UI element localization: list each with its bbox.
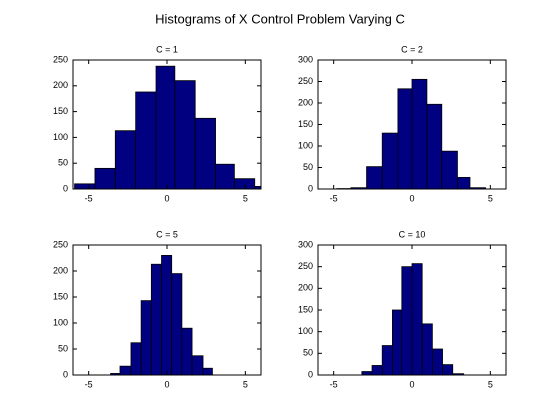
histogram-bar (426, 103, 443, 189)
plot-area (361, 263, 465, 375)
histogram-bar (135, 91, 157, 189)
histogram-bar (74, 183, 96, 189)
subplot-title: C = 2 (401, 44, 423, 54)
x-tick-label: 5 (488, 193, 493, 203)
y-tick-label: 150 (298, 304, 313, 314)
figure-title: Histograms of X Control Problem Varying … (155, 11, 405, 26)
y-tick-label: 100 (53, 317, 68, 327)
y-tick-label: 250 (298, 261, 313, 271)
x-tick-label: -5 (330, 193, 338, 203)
x-tick-label: 5 (488, 379, 493, 389)
x-tick-label: -5 (85, 193, 93, 203)
histogram-bar (155, 65, 176, 189)
y-tick-label: 200 (298, 97, 313, 107)
histogram-bar (469, 187, 487, 189)
histogram-bar (181, 327, 193, 375)
x-tick-label: 0 (409, 379, 414, 389)
y-tick-label: 150 (298, 119, 313, 129)
y-tick-label: 0 (63, 369, 68, 379)
y-tick-label: 250 (53, 239, 68, 249)
x-tick-label: 5 (243, 379, 248, 389)
y-tick-label: 300 (298, 239, 313, 249)
y-tick-label: 200 (53, 80, 68, 90)
subplot-title: C = 1 (156, 44, 178, 54)
histogram-bar (161, 254, 173, 375)
y-tick-label: 300 (298, 54, 313, 64)
y-tick-label: 50 (58, 343, 68, 353)
y-tick-label: 250 (298, 76, 313, 86)
histogram-bar (411, 263, 423, 375)
y-tick-label: 150 (53, 291, 68, 301)
histogram-bar (381, 345, 393, 375)
histogram-bar (401, 266, 413, 375)
histogram-bar (371, 365, 383, 375)
histogram-bar (254, 186, 261, 189)
histogram-bar (457, 176, 471, 189)
histogram-bar (215, 163, 235, 189)
histogram-bar (411, 78, 428, 189)
subplot-title: C = 5 (156, 229, 178, 239)
histogram-bar (421, 323, 433, 375)
y-tick-label: 100 (298, 140, 313, 150)
y-tick-label: 50 (58, 158, 68, 168)
histogram-bar (114, 130, 137, 189)
histogram-bar (171, 273, 183, 375)
histogram-bar (441, 150, 458, 189)
x-tick-label: 0 (164, 379, 169, 389)
subplot-title: C = 10 (399, 229, 426, 239)
histogram-bar (194, 117, 216, 189)
y-tick-label: 0 (63, 183, 68, 193)
histogram-bar (140, 300, 152, 375)
histogram-bar (397, 88, 413, 189)
y-tick-label: 100 (53, 132, 68, 142)
histogram-bar (191, 355, 204, 375)
y-tick-label: 150 (53, 106, 68, 116)
histogram-bar (381, 132, 399, 189)
histogram-bar (119, 365, 132, 375)
histogram-bar (442, 364, 454, 375)
y-tick-label: 200 (298, 283, 313, 293)
histogram-bar (150, 263, 162, 375)
x-tick-label: -5 (330, 379, 338, 389)
y-tick-label: 250 (53, 54, 68, 64)
histogram-bar (452, 373, 465, 375)
histogram-bar (94, 167, 116, 189)
histogram-bar (202, 367, 213, 375)
y-tick-label: 200 (53, 265, 68, 275)
histogram-bar (431, 348, 443, 375)
plot-area (336, 78, 487, 189)
histogram-bar (233, 178, 256, 189)
histogram-bar (361, 371, 373, 375)
plot-area (74, 65, 261, 189)
x-tick-label: 5 (243, 193, 248, 203)
y-tick-label: 50 (303, 348, 313, 358)
histogram-bar (174, 80, 196, 189)
histogram-bar (130, 342, 142, 375)
y-tick-label: 0 (308, 369, 313, 379)
histogram-bar (392, 309, 403, 375)
x-tick-label: -5 (85, 379, 93, 389)
y-tick-label: 0 (308, 183, 313, 193)
x-tick-label: 0 (164, 193, 169, 203)
y-tick-label: 50 (303, 162, 313, 172)
x-tick-label: 0 (409, 193, 414, 203)
histogram-bar (366, 166, 383, 189)
plot-area (110, 254, 213, 375)
y-tick-label: 100 (298, 326, 313, 336)
